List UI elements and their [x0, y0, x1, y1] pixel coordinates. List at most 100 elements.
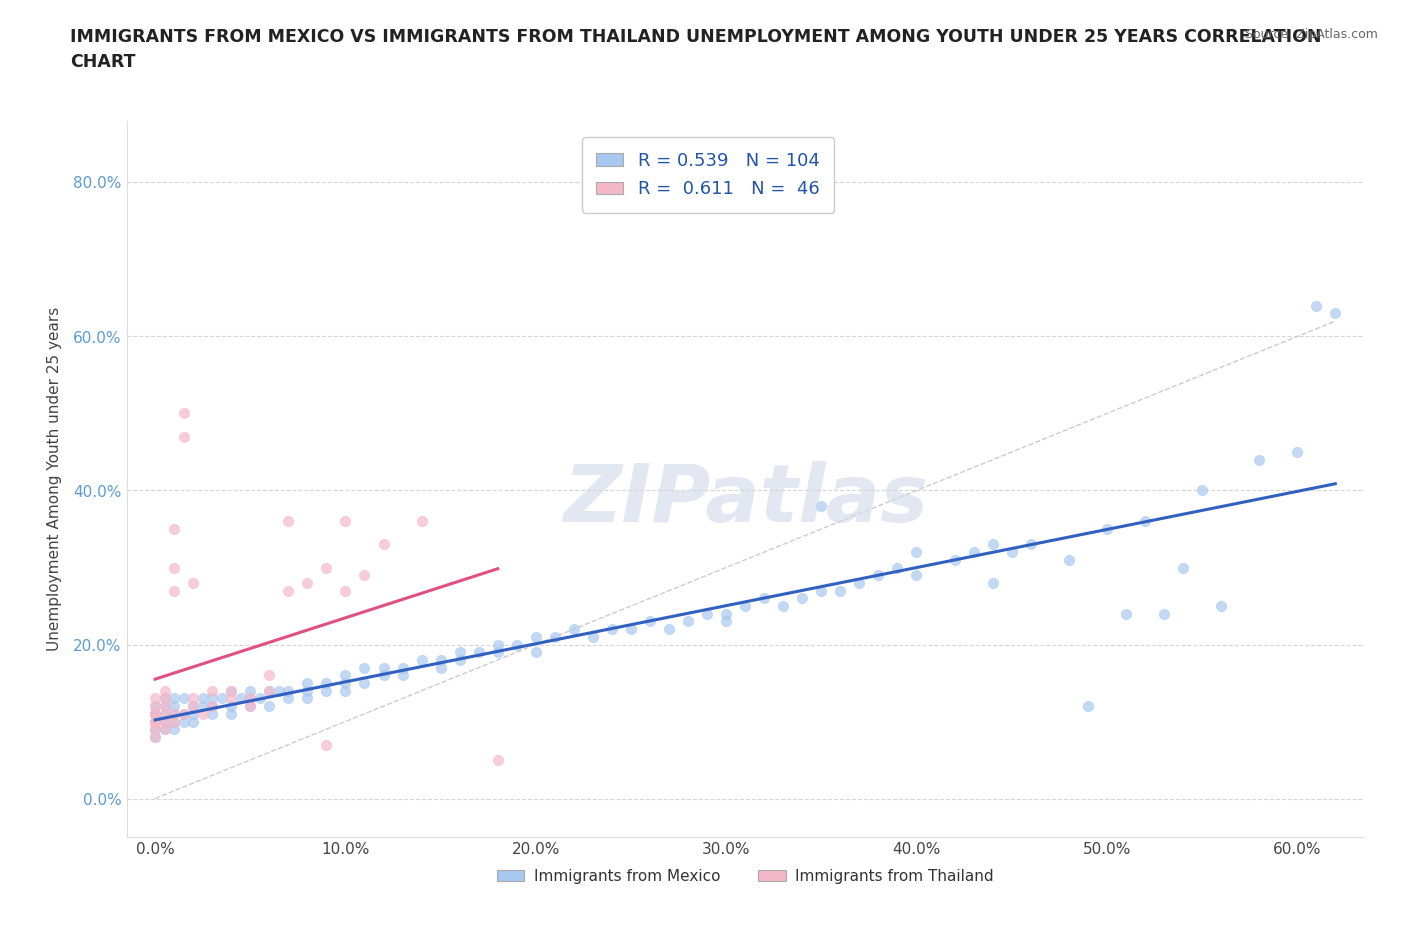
Point — [848, 576, 870, 591]
Point — [486, 644, 509, 659]
Point — [562, 621, 585, 636]
Point — [173, 691, 195, 706]
Point — [267, 684, 290, 698]
Point — [429, 653, 451, 668]
Point — [772, 599, 794, 614]
Point — [810, 498, 832, 513]
Point — [1153, 606, 1175, 621]
Point — [297, 675, 319, 690]
Point — [143, 722, 166, 737]
Point — [449, 653, 471, 668]
Point — [181, 576, 204, 591]
Point — [1286, 445, 1309, 459]
Point — [524, 630, 547, 644]
Point — [353, 660, 375, 675]
Point — [373, 668, 395, 683]
Point — [143, 714, 166, 729]
Point — [353, 675, 375, 690]
Point — [143, 707, 166, 722]
Point — [810, 583, 832, 598]
Point — [297, 576, 319, 591]
Text: IMMIGRANTS FROM MEXICO VS IMMIGRANTS FROM THAILAND UNEMPLOYMENT AMONG YOUTH UNDE: IMMIGRANTS FROM MEXICO VS IMMIGRANTS FRO… — [70, 28, 1322, 71]
Point — [229, 691, 252, 706]
Point — [335, 668, 357, 683]
Point — [163, 722, 186, 737]
Point — [1191, 483, 1213, 498]
Point — [411, 653, 433, 668]
Point — [905, 567, 928, 582]
Point — [600, 621, 623, 636]
Point — [277, 691, 299, 706]
Point — [830, 583, 852, 598]
Point — [1209, 599, 1232, 614]
Point — [411, 514, 433, 529]
Point — [239, 684, 262, 698]
Point — [153, 698, 176, 713]
Point — [297, 691, 319, 706]
Point — [467, 644, 489, 659]
Point — [191, 691, 214, 706]
Point — [201, 698, 224, 713]
Point — [163, 560, 186, 575]
Y-axis label: Unemployment Among Youth under 25 years: Unemployment Among Youth under 25 years — [46, 307, 62, 651]
Point — [335, 675, 357, 690]
Point — [1133, 514, 1156, 529]
Point — [868, 567, 890, 582]
Point — [1057, 552, 1080, 567]
Point — [163, 691, 186, 706]
Point — [153, 722, 176, 737]
Point — [544, 630, 567, 644]
Point — [315, 684, 337, 698]
Point — [315, 675, 337, 690]
Point — [153, 714, 176, 729]
Point — [173, 406, 195, 421]
Point — [153, 698, 176, 713]
Point — [676, 614, 699, 629]
Point — [201, 684, 224, 698]
Point — [1115, 606, 1137, 621]
Point — [259, 668, 281, 683]
Point — [173, 714, 195, 729]
Point — [143, 714, 166, 729]
Point — [239, 691, 262, 706]
Point — [1077, 698, 1099, 713]
Point — [143, 714, 166, 729]
Point — [506, 637, 529, 652]
Point — [143, 722, 166, 737]
Point — [219, 691, 242, 706]
Point — [163, 714, 186, 729]
Point — [734, 599, 756, 614]
Point — [201, 691, 224, 706]
Point — [201, 698, 224, 713]
Point — [943, 552, 966, 567]
Point — [143, 698, 166, 713]
Point — [173, 707, 195, 722]
Point — [315, 560, 337, 575]
Point — [249, 691, 271, 706]
Point — [181, 691, 204, 706]
Point — [181, 714, 204, 729]
Point — [335, 583, 357, 598]
Point — [163, 698, 186, 713]
Point — [143, 698, 166, 713]
Point — [335, 684, 357, 698]
Point — [962, 545, 984, 560]
Point — [173, 429, 195, 444]
Point — [754, 591, 776, 605]
Point — [143, 729, 166, 744]
Point — [981, 576, 1004, 591]
Point — [153, 691, 176, 706]
Point — [696, 606, 718, 621]
Point — [449, 644, 471, 659]
Point — [391, 660, 413, 675]
Point — [219, 684, 242, 698]
Point — [153, 707, 176, 722]
Point — [277, 583, 299, 598]
Point — [259, 684, 281, 698]
Point — [429, 660, 451, 675]
Point — [373, 537, 395, 551]
Point — [211, 691, 233, 706]
Point — [163, 707, 186, 722]
Point — [239, 691, 262, 706]
Point — [582, 630, 605, 644]
